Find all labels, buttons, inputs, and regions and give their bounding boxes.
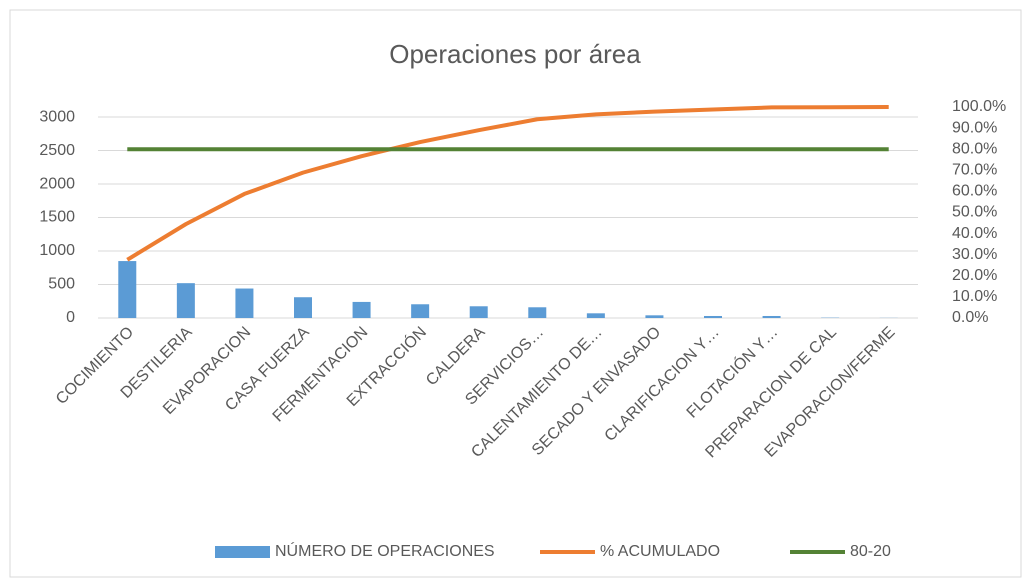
y2-tick-label: 30.0% <box>952 246 997 263</box>
bar <box>118 261 137 318</box>
y-tick-label: 1500 <box>39 209 75 226</box>
y2-tick-label: 80.0% <box>952 140 997 157</box>
y2-tick-label: 60.0% <box>952 183 997 200</box>
y2-tick-label: 20.0% <box>952 267 997 284</box>
bar <box>352 301 371 318</box>
y2-tick-label: 50.0% <box>952 204 997 221</box>
y2-tick-label: 40.0% <box>952 225 997 242</box>
y-tick-label: 3000 <box>39 108 75 125</box>
bar <box>704 315 722 318</box>
y2-tick-label: 90.0% <box>952 119 997 136</box>
y-tick-label: 1000 <box>39 242 75 259</box>
y-tick-label: 500 <box>48 276 75 293</box>
bar <box>235 288 254 318</box>
chart-frame <box>9 9 1022 578</box>
y-tick-label: 0 <box>66 309 75 326</box>
bar <box>762 315 781 318</box>
legend-swatch <box>215 546 270 558</box>
bar <box>586 313 605 318</box>
chart-title: Operaciones por área <box>389 39 641 69</box>
legend-label: % ACUMULADO <box>600 543 720 560</box>
bar <box>411 304 430 318</box>
bar <box>645 315 664 318</box>
y2-tick-label: 10.0% <box>952 288 997 305</box>
bar <box>528 307 547 318</box>
line-series <box>126 105 889 262</box>
y2-tick-label: 70.0% <box>952 162 997 179</box>
y-tick-label: 2500 <box>39 142 75 159</box>
bar <box>176 283 195 318</box>
bar <box>469 306 488 318</box>
legend-label: NÚMERO DE OPERACIONES <box>275 541 495 560</box>
legend-label: 80-20 <box>850 543 891 560</box>
y-tick-label: 2000 <box>39 175 75 192</box>
y2-tick-label: 0.0% <box>952 309 988 326</box>
y2-tick-label: 100.0% <box>952 98 1006 115</box>
bar <box>294 297 312 318</box>
